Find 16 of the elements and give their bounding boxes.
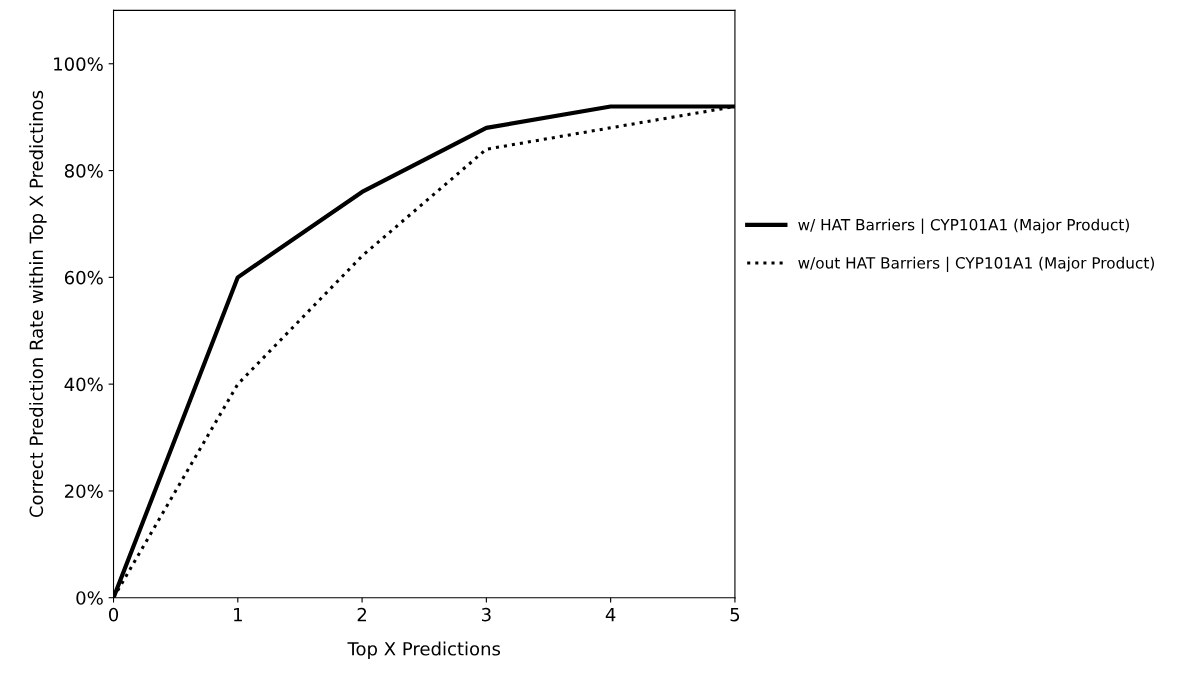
x-axis-title: Top X Predictions bbox=[347, 641, 501, 660]
y-tick-label: 20% bbox=[64, 484, 103, 499]
x-tick-label: 5 bbox=[730, 607, 740, 622]
y-tick-label: 40% bbox=[64, 377, 103, 392]
x-tick-label: 1 bbox=[234, 607, 242, 622]
legend-label: w/ HAT Barriers | CYP101A1 (Major Product) bbox=[798, 218, 1129, 234]
y-tick-label: 0% bbox=[76, 591, 103, 605]
x-tick-label: 3 bbox=[482, 607, 491, 622]
y-tick-label: 100% bbox=[54, 57, 103, 71]
x-tick-label: 0 bbox=[108, 607, 119, 622]
y-tick-label: 60% bbox=[64, 270, 103, 285]
y-tick-label: 80% bbox=[64, 164, 103, 178]
x-tick-label: 4 bbox=[605, 607, 616, 622]
x-tick-label: 2 bbox=[357, 607, 367, 622]
legend-label: w/out HAT Barriers | CYP101A1 (Major Product) bbox=[798, 256, 1154, 273]
y-axis-title: Correct Prediction Rate within Top X Predictinos bbox=[29, 90, 47, 518]
